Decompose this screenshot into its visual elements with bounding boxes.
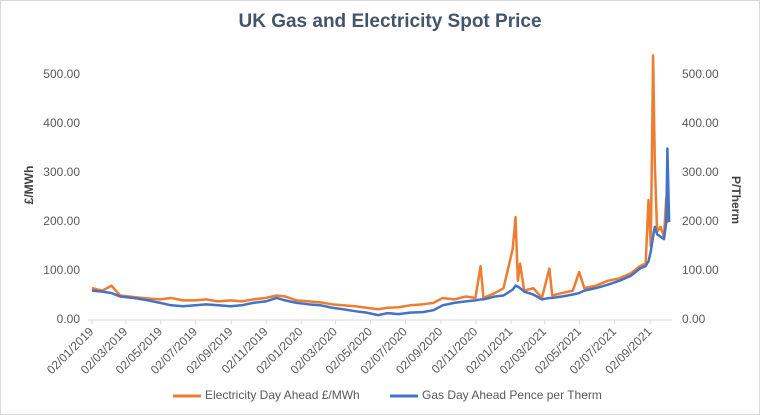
y2-tick-label: 200.00 (682, 214, 719, 228)
y2-tick-label: 300.00 (682, 165, 719, 179)
y2-tick-label: 100.00 (682, 263, 719, 277)
series-line (91, 54, 671, 311)
y-tick-label: 100.00 (43, 263, 80, 277)
y2-tick-label: 0.00 (682, 312, 706, 326)
y-tick-label: 500.00 (43, 67, 80, 81)
chart-title: UK Gas and Electricity Spot Price (238, 11, 541, 32)
series-line (91, 147, 671, 317)
y2-axis-title: P/Therm (729, 176, 743, 224)
y2-tick-label: 400.00 (682, 116, 719, 130)
y-tick-label: 400.00 (43, 116, 80, 130)
y-tick-label: 0.00 (57, 312, 81, 326)
legend-label: Gas Day Ahead Pence per Therm (422, 388, 602, 402)
y-tick-label: 300.00 (43, 165, 80, 179)
legend-label: Electricity Day Ahead £/MWh (205, 388, 360, 402)
y2-tick-label: 500.00 (682, 67, 719, 81)
y-tick-label: 200.00 (43, 214, 80, 228)
y-axis-title: £/MWh (22, 166, 36, 205)
